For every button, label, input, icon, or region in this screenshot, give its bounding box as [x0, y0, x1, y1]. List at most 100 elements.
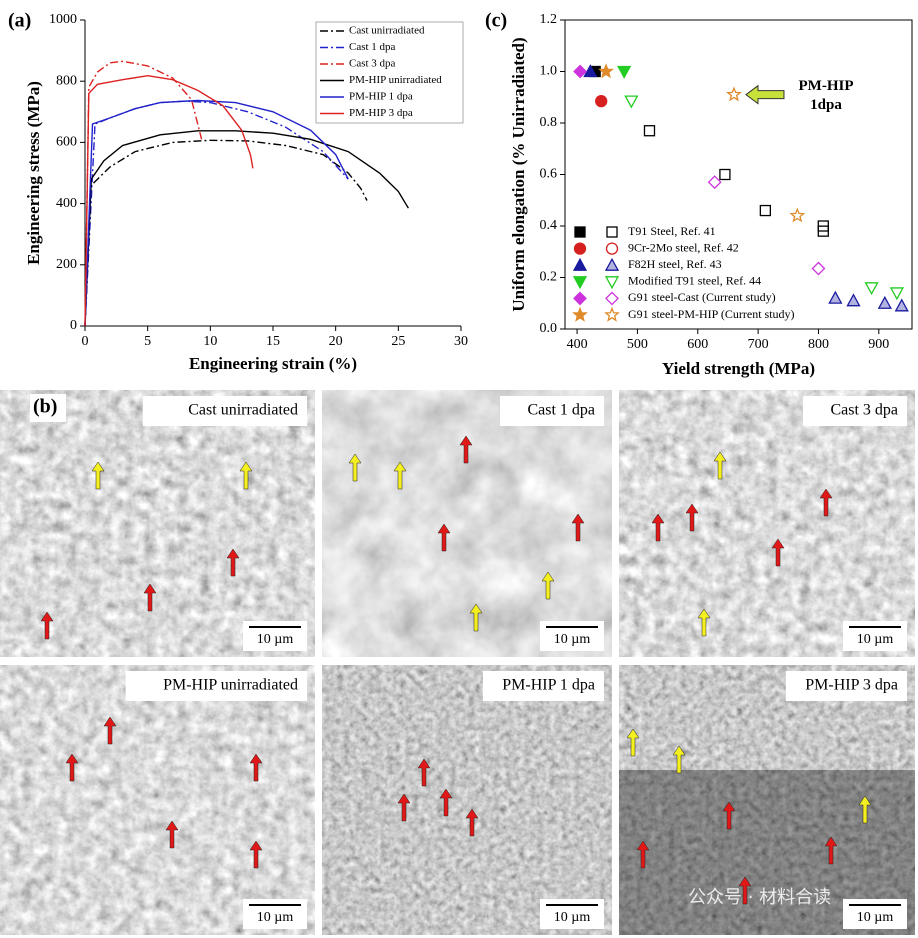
arrow [819, 488, 833, 517]
y-tick-label: 0.8 [540, 115, 558, 130]
marker [811, 261, 826, 276]
panel-label: (b) [33, 396, 57, 418]
arrow [465, 808, 479, 837]
arrow [636, 840, 650, 869]
marker [617, 65, 632, 79]
x-tick-label: 15 [266, 334, 280, 349]
legend-label: G91 steel-PM-HIP (Current study) [628, 307, 795, 321]
stress-strain-curve [84, 74, 254, 327]
legend-label: PM-HIP 1 dpa [349, 91, 413, 103]
legend-label: Cast 1 dpa [349, 41, 396, 53]
marker [583, 64, 598, 78]
legend-label: Cast 3 dpa [349, 58, 396, 70]
y-tick-label: 1.2 [540, 12, 558, 27]
stress-strain-curve [84, 139, 368, 327]
arrow [541, 571, 555, 600]
marker [572, 257, 588, 271]
arrow [393, 461, 407, 490]
sem-image [0, 665, 315, 935]
marker [598, 63, 614, 79]
x-tick-label: 900 [868, 337, 889, 352]
marker [604, 257, 620, 271]
y-tick-label: 200 [56, 257, 77, 272]
marker [643, 125, 656, 137]
marker [604, 276, 620, 290]
arrow [626, 728, 640, 757]
legend-label: 9Cr-2Mo steel, Ref. 42 [628, 240, 739, 254]
sem-image [322, 665, 612, 935]
micrograph: Cast 1 dpa 10 µm [322, 390, 612, 657]
arrow [771, 538, 785, 567]
chart: 0 5 10 15 20 25 30 0 200 400 600 800 1000 Engineering… [8, 10, 468, 373]
micrograph: PM-HIP 3 dpa 10 µm [619, 665, 915, 935]
arrow [249, 753, 263, 782]
arrow [824, 836, 838, 865]
x-tick-label: 600 [687, 337, 708, 352]
arrow [437, 523, 451, 552]
marker [894, 298, 909, 312]
y-axis-label: Uniform elongation (% Unirradiated) [509, 37, 528, 311]
arrow [91, 461, 105, 490]
label-box [482, 671, 604, 701]
marker [572, 276, 588, 290]
micrograph-label: Cast 3 dpa [830, 402, 898, 419]
marker [573, 291, 587, 306]
x-tick-label: 30 [454, 334, 468, 349]
micrograph-label: Cast 1 dpa [527, 402, 595, 419]
label-box [142, 396, 307, 426]
marker [605, 242, 619, 255]
y-tick-label: 1000 [49, 12, 77, 27]
marker [707, 175, 722, 190]
marker [573, 64, 588, 79]
arrow [459, 435, 473, 464]
legend-label: Modified T91 steel, Ref. 44 [628, 274, 761, 288]
label-box [803, 396, 907, 426]
legend-label: T91 Steel, Ref. 41 [628, 224, 716, 238]
micrograph: Cast 3 dpa 10 µm [619, 390, 915, 657]
annotation-arrow [745, 84, 785, 105]
x-tick-label: 25 [391, 334, 405, 349]
marker [572, 306, 588, 322]
chart: 400 500 600 700 800 900 0.0 0.2 0.4 0.6 0.8 1.0 1.2 Y… [485, 10, 913, 378]
arrow [722, 801, 736, 830]
arrow [469, 603, 483, 632]
stress-strain-curve [84, 100, 349, 327]
scale-label: 10 µm [257, 632, 294, 647]
y-tick-label: 800 [56, 73, 77, 88]
x-axis-label: Yield strength (MPa) [662, 359, 815, 378]
stress-strain-curve [84, 60, 203, 327]
arrow [738, 876, 752, 905]
y-tick-label: 400 [56, 196, 77, 211]
label-box [785, 671, 907, 701]
legend-label: Cast unirradiated [349, 25, 425, 37]
y-tick-label: 0.0 [540, 321, 558, 336]
y-tick-label: 0.6 [540, 167, 558, 182]
y-tick-label: 1.0 [540, 64, 558, 79]
micrograph-label: PM-HIP 1 dpa [502, 677, 595, 694]
arrow [685, 503, 699, 532]
legend-box [315, 21, 464, 124]
marker [604, 306, 620, 322]
label-box [125, 671, 307, 701]
marker [864, 282, 879, 296]
marker [595, 94, 608, 108]
sem-image [619, 390, 915, 657]
micrograph-label: PM-HIP 3 dpa [805, 677, 898, 694]
arrow [226, 548, 240, 577]
arrow [40, 611, 54, 640]
x-tick-label: 20 [329, 334, 343, 349]
marker [624, 95, 639, 109]
y-axis-label: Engineering stress (MPa) [24, 81, 43, 265]
scale-label: 10 µm [554, 910, 591, 925]
y-tick-label: 0.4 [540, 218, 558, 233]
annotation: 1dpa [810, 97, 842, 113]
stress-strain-curve [84, 99, 349, 327]
y-tick-label: 600 [56, 135, 77, 150]
marker [889, 287, 905, 301]
arrow [249, 840, 263, 869]
x-tick-label: 500 [627, 337, 648, 352]
y-tick-label: 0 [70, 318, 77, 333]
arrow [103, 716, 117, 745]
legend-label: PM-HIP unirradiated [349, 74, 442, 86]
